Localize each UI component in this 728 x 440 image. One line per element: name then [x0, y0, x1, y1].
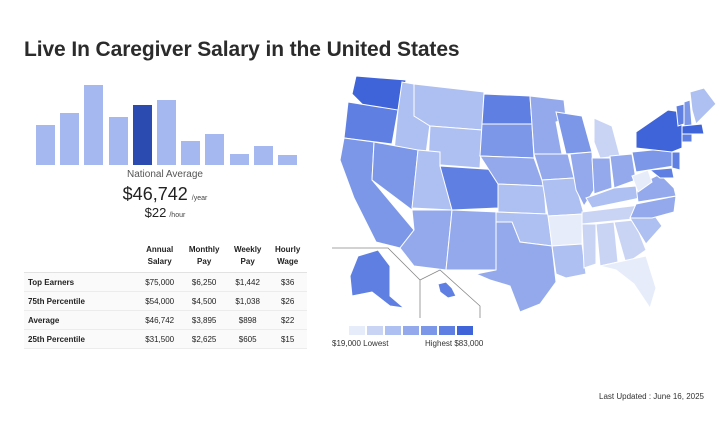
header-monthly-pay: Monthly Pay: [181, 240, 227, 273]
salary-histogram: [0, 0, 320, 240]
annual-cell: $54,000: [138, 291, 182, 311]
state-alaska[interactable]: [349, 249, 406, 309]
state-arizona[interactable]: [399, 209, 453, 271]
inset-frame-alaska: [332, 247, 421, 318]
histogram-bar: [157, 100, 176, 165]
legend-swatch: [403, 326, 419, 335]
state-west-virginia[interactable]: [631, 169, 653, 193]
state-alabama[interactable]: [595, 221, 619, 267]
state-montana[interactable]: [413, 83, 485, 131]
state-indiana[interactable]: [591, 157, 613, 195]
monthly-cell: $2,625: [181, 329, 227, 349]
header-annual-salary: Annual Salary: [138, 240, 182, 273]
weekly-cell: $1,038: [226, 291, 269, 311]
national-hourly: $22/hour: [60, 204, 270, 222]
state-oregon[interactable]: [343, 101, 399, 145]
last-updated: Last Updated : June 16, 2025: [599, 392, 704, 401]
state-massachusetts[interactable]: [681, 123, 705, 135]
legend-low-label: $19,000 Lowest: [332, 339, 389, 348]
histogram-bar: [253, 146, 273, 165]
monthly-cell: $4,500: [181, 291, 227, 311]
histogram-bar: [108, 117, 128, 165]
histogram-bar: [132, 105, 152, 165]
weekly-cell: $1,442: [226, 272, 269, 292]
row-label: Average: [24, 310, 138, 330]
legend-swatch: [349, 326, 365, 335]
state-arkansas[interactable]: [547, 213, 583, 247]
state-connecticut[interactable]: [681, 133, 693, 143]
state-ohio[interactable]: [609, 153, 637, 189]
weekly-cell: $605: [226, 329, 269, 349]
annual-cell: $46,742: [138, 310, 182, 330]
monthly-cell: $3,895: [181, 310, 227, 330]
histogram-bar: [60, 113, 80, 165]
state-south-dakota[interactable]: [479, 123, 535, 159]
legend-high-label: Highest $83,000: [425, 339, 484, 348]
state-maine[interactable]: [689, 87, 717, 125]
table-row: 75th Percentile $54,000 $4,500 $1,038 $2…: [24, 291, 307, 311]
legend-swatch: [421, 326, 437, 335]
state-louisiana[interactable]: [551, 243, 587, 279]
histogram-bar: [278, 155, 297, 165]
hourly-cell: $22: [268, 310, 307, 330]
hourly-cell: $26: [268, 291, 307, 311]
histogram-bar: [229, 154, 249, 165]
state-vermont[interactable]: [675, 103, 685, 127]
histogram-bar: [36, 125, 55, 165]
state-new-mexico[interactable]: [445, 209, 499, 271]
annual-cell: $31,500: [138, 329, 182, 349]
state-texas[interactable]: [474, 221, 557, 313]
hourly-cell: $15: [268, 329, 307, 349]
annual-salary-value: $46,742: [122, 184, 188, 204]
row-label: Top Earners: [24, 272, 138, 292]
national-average-label: National Average: [127, 169, 203, 180]
annual-unit: /year: [191, 195, 208, 202]
state-hawaii[interactable]: [437, 281, 457, 299]
state-kansas[interactable]: [497, 183, 547, 215]
inset-frame-hawaii: [419, 269, 481, 318]
hourly-unit: /hour: [169, 212, 186, 219]
national-annual: $46,742/year: [60, 184, 270, 205]
legend-swatch: [457, 326, 473, 335]
state-new-hampshire[interactable]: [683, 99, 693, 127]
state-north-dakota[interactable]: [481, 93, 533, 125]
state-mississippi[interactable]: [581, 223, 597, 269]
monthly-cell: $6,250: [181, 272, 227, 292]
histogram-bar: [181, 141, 201, 165]
state-wisconsin[interactable]: [555, 111, 593, 155]
row-label: 75th Percentile: [24, 291, 138, 311]
weekly-cell: $898: [226, 310, 269, 330]
table-row: Average $46,742 $3,895 $898 $22: [24, 310, 307, 330]
page-title: Live In Caregiver Salary in the United S…: [24, 38, 460, 61]
state-maryland[interactable]: [648, 167, 675, 179]
salary-table: Annual Salary Monthly Pay Weekly Pay Hourly…: [24, 240, 307, 349]
state-florida[interactable]: [599, 255, 657, 310]
state-new-jersey[interactable]: [671, 151, 681, 171]
table-row: 25th Percentile $31,500 $2,625 $605 $15: [24, 329, 307, 349]
hourly-cell: $36: [268, 272, 307, 292]
header-hourly-wage: Hourly Wage: [268, 240, 307, 273]
annual-cell: $75,000: [138, 272, 182, 292]
table-row: Top Earners $75,000 $6,250 $1,442 $36: [24, 272, 307, 292]
histogram-bar: [205, 134, 225, 165]
row-label: 25th Percentile: [24, 329, 138, 349]
legend-swatch: [385, 326, 401, 335]
state-michigan[interactable]: [593, 117, 621, 159]
legend-swatch: [439, 326, 455, 335]
header-weekly-pay: Weekly Pay: [226, 240, 269, 273]
legend-swatch: [367, 326, 383, 335]
table-header-row: Annual Salary Monthly Pay Weekly Pay Hourly…: [24, 240, 307, 273]
state-new-york[interactable]: [635, 109, 683, 153]
us-salary-map: [332, 75, 717, 318]
histogram-bar: [84, 85, 104, 165]
header-blank: [24, 240, 138, 273]
hourly-wage-value: $22: [144, 205, 167, 220]
